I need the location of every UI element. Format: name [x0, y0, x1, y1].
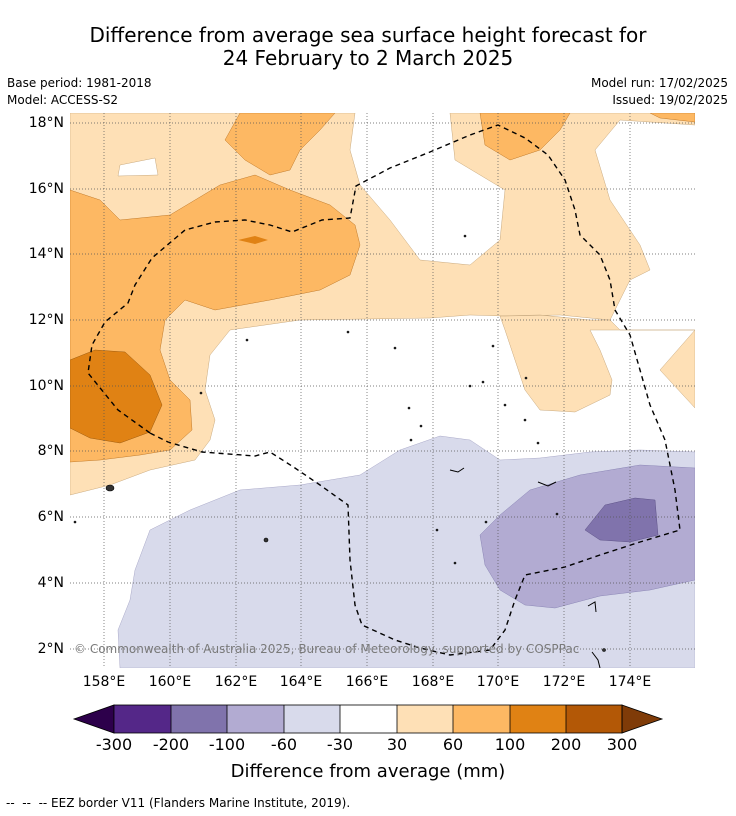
chart-title-line2: 24 February to 2 March 2025: [222, 46, 514, 70]
colorbar-bin: [510, 705, 566, 733]
colorbar-label: -30: [326, 735, 354, 754]
lat-tick: 6°N: [37, 509, 64, 525]
islands: [73, 234, 606, 652]
lon-tick: 170°E: [476, 674, 520, 690]
lat-tick: 12°N: [28, 312, 64, 328]
lon-tick: 158°E: [82, 674, 126, 690]
lat-tick: 18°N: [28, 115, 64, 131]
lon-tick: 162°E: [214, 674, 258, 690]
lat-tick: 2°N: [37, 641, 64, 657]
atoll-outlines: [449, 467, 601, 668]
lon-tick: 172°E: [542, 674, 586, 690]
lat-tick: 10°N: [28, 378, 64, 394]
lat-tick: 16°N: [28, 181, 64, 197]
colorbar-label: -200: [152, 735, 190, 754]
colorbar-bin: [114, 705, 171, 733]
anomaly-hole-north: [117, 157, 159, 177]
colorbar-bin: [227, 705, 284, 733]
anomaly-60-100-northeast: [479, 113, 571, 161]
lon-tick: 166°E: [345, 674, 389, 690]
colorbar-label: -100: [208, 735, 246, 754]
lat-tick: 8°N: [37, 443, 64, 459]
gridlines: [70, 113, 695, 668]
base-period: Base period: 1981-2018: [7, 76, 152, 90]
colorbar-label: -300: [95, 735, 133, 754]
lon-tick: 164°E: [279, 674, 323, 690]
anomaly-100-200-spot: [238, 236, 268, 244]
colorbar-title: Difference from average (mm): [230, 761, 506, 782]
lon-tick: 174°E: [608, 674, 652, 690]
colorbar-extend-low: [72, 704, 115, 734]
colorbar-bin: [171, 705, 227, 733]
anomaly-60-100-north: [224, 113, 336, 176]
lat-tick: 4°N: [37, 575, 64, 591]
colorbar-label: 300: [606, 735, 638, 754]
colorbar-label: 30: [386, 735, 408, 754]
lon-tick: 168°E: [411, 674, 455, 690]
colorbar-extend-high: [621, 704, 664, 734]
lat-tick: 14°N: [28, 246, 64, 262]
model-name: Model: ACCESS-S2: [7, 93, 119, 107]
map-area: [70, 113, 695, 668]
colorbar-bin: [566, 705, 622, 733]
eez-footnote: -- -- -- EEZ border V11 (Flanders Marine…: [6, 796, 351, 810]
lon-tick: 160°E: [148, 674, 192, 690]
issued-date: Issued: 19/02/2025: [612, 93, 728, 107]
colorbar-label: -60: [270, 735, 298, 754]
chart-title-line1: Difference from average sea surface heig…: [89, 23, 647, 47]
colorbar: [72, 704, 664, 734]
colorbar-label: 200: [550, 735, 582, 754]
anomaly-100-200-west: [70, 349, 163, 444]
colorbar-bin: [284, 705, 340, 733]
colorbar-label: 100: [494, 735, 526, 754]
copyright-notice: © Commonwealth of Australia 2025, Bureau…: [74, 642, 580, 656]
colorbar-bin: [340, 705, 397, 733]
anomaly-neg100-neg200: [584, 497, 659, 543]
colorbar-bin: [397, 705, 453, 733]
colorbar-label: 60: [442, 735, 464, 754]
colorbar-bin: [453, 705, 510, 733]
anomaly-60-100-corner: [649, 113, 695, 123]
eez-border: [87, 124, 681, 656]
model-run: Model run: 17/02/2025: [590, 76, 728, 90]
